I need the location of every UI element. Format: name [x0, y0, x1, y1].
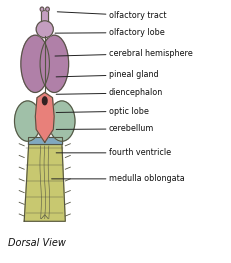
Polygon shape	[41, 11, 48, 21]
Text: fourth ventricle: fourth ventricle	[56, 148, 171, 157]
Polygon shape	[28, 137, 62, 144]
Text: cerebral hemisphere: cerebral hemisphere	[55, 49, 192, 58]
Text: cerebellum: cerebellum	[56, 124, 154, 133]
Text: diencephalon: diencephalon	[56, 88, 163, 98]
Ellipse shape	[46, 7, 49, 11]
Polygon shape	[24, 143, 65, 221]
Ellipse shape	[49, 101, 75, 141]
Polygon shape	[35, 93, 54, 143]
Text: olfactory lobe: olfactory lobe	[55, 28, 164, 37]
Ellipse shape	[15, 101, 41, 141]
Ellipse shape	[43, 97, 47, 105]
Text: olfactory tract: olfactory tract	[57, 11, 166, 20]
Ellipse shape	[36, 21, 53, 38]
Text: optic lobe: optic lobe	[56, 107, 149, 116]
Text: medulla oblongata: medulla oblongata	[52, 174, 184, 183]
Text: pineal gland: pineal gland	[56, 70, 158, 79]
Ellipse shape	[40, 35, 69, 93]
Ellipse shape	[40, 7, 44, 11]
Text: Dorsal View: Dorsal View	[8, 238, 66, 248]
Ellipse shape	[21, 35, 49, 93]
